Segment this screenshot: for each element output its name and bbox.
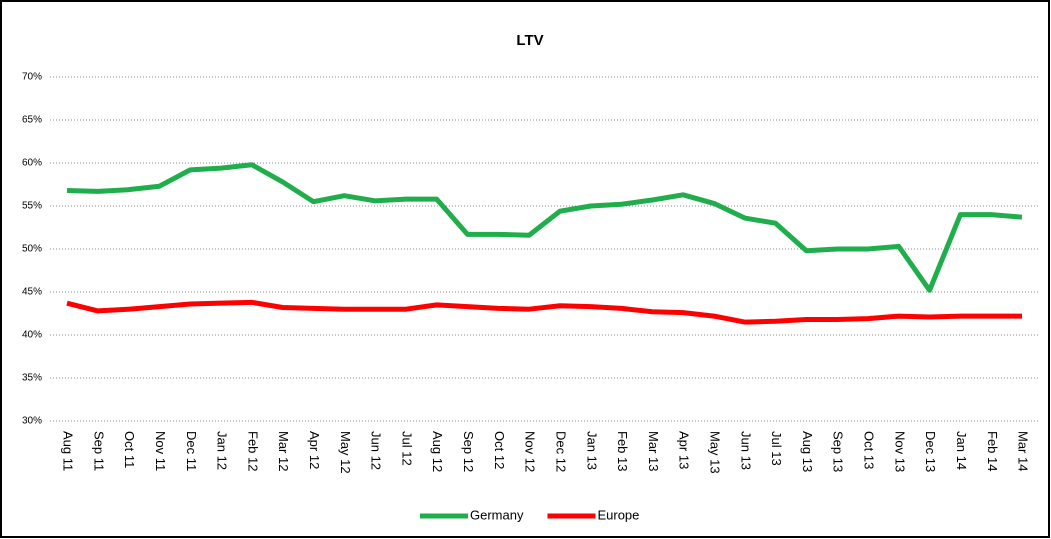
x-tick-label: Jun 12 — [369, 431, 384, 470]
x-tick-label: Feb 14 — [985, 431, 1000, 471]
x-tick-label: Apr 12 — [307, 431, 322, 469]
x-tick-label: Jan 13 — [584, 431, 599, 470]
x-tick-label: Dec 12 — [553, 431, 568, 472]
chart-title: LTV — [516, 32, 543, 49]
x-tick-label: Oct 13 — [862, 431, 877, 469]
x-tick-label: Feb 13 — [615, 431, 630, 471]
x-tick-label: May 12 — [338, 431, 353, 474]
x-tick-label: Aug 13 — [800, 431, 815, 472]
x-tick-label: Mar 12 — [276, 431, 291, 471]
x-tick-label: Sep 13 — [831, 431, 846, 472]
x-tick-label: Dec 11 — [184, 431, 199, 471]
x-tick-label: Jul 12 — [399, 431, 414, 466]
x-tick-label: Mar 14 — [1016, 431, 1031, 471]
x-tick-label: Jul 13 — [769, 431, 784, 466]
y-tick-label: 60% — [22, 158, 42, 169]
x-tick-label: Oct 12 — [492, 431, 507, 469]
x-tick-label: Aug 11 — [61, 431, 76, 471]
y-tick-label: 65% — [22, 115, 42, 126]
series-line — [66, 299, 1022, 325]
x-tick-label: May 13 — [707, 431, 722, 474]
x-tick-label: Sep 11 — [91, 431, 106, 471]
x-tick-label: Nov 12 — [523, 431, 538, 472]
x-tick-label: Oct 11 — [122, 431, 137, 468]
x-tick-label: Dec 13 — [923, 431, 938, 472]
series-line — [66, 162, 1023, 293]
x-tick-label: Apr 13 — [677, 431, 692, 469]
y-tick-label: 30% — [22, 416, 42, 427]
legend-label: Europe — [597, 507, 639, 522]
x-tick-label: Jan 12 — [215, 431, 230, 470]
x-tick-label: Nov 11 — [153, 431, 168, 471]
y-tick-label: 45% — [22, 287, 42, 298]
y-tick-label: 35% — [22, 373, 42, 384]
x-tick-label: Sep 12 — [461, 431, 476, 472]
y-tick-label: 50% — [22, 244, 42, 255]
y-tick-label: 55% — [22, 201, 42, 212]
x-tick-label: Jun 13 — [738, 431, 753, 470]
y-tick-label: 70% — [22, 72, 42, 83]
y-tick-label: 40% — [22, 330, 42, 341]
x-tick-label: Aug 12 — [430, 431, 445, 472]
x-tick-label: Mar 13 — [646, 431, 661, 471]
x-tick-label: Nov 13 — [892, 431, 907, 472]
x-tick-label: Feb 12 — [245, 431, 260, 471]
x-tick-label: Jan 14 — [954, 431, 969, 470]
legend-label: Germany — [470, 507, 524, 522]
